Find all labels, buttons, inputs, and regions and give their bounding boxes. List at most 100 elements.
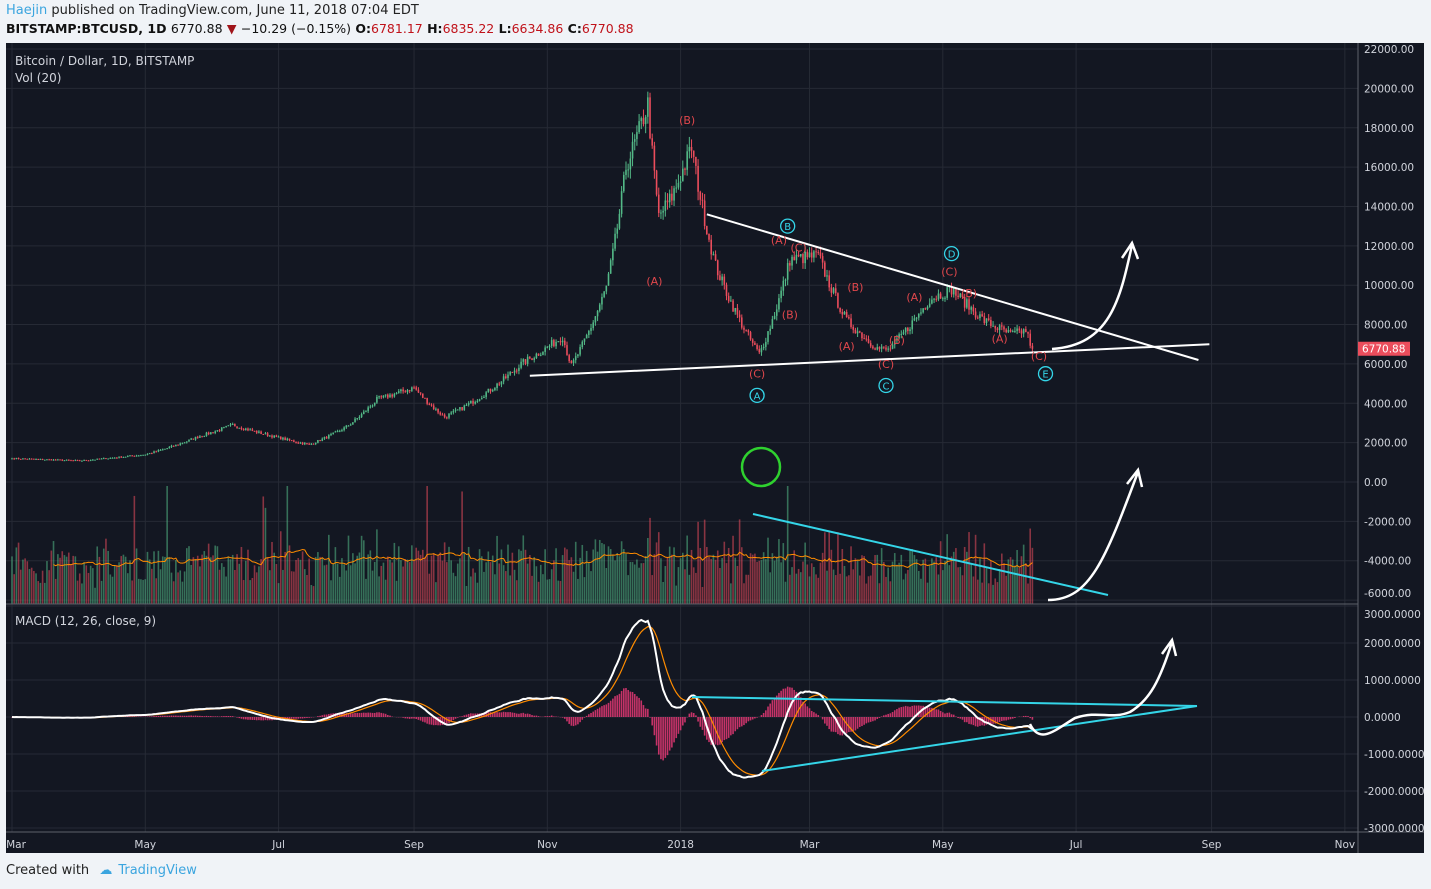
volume-bar <box>413 560 415 604</box>
candle-body <box>151 453 153 455</box>
candle-body <box>124 456 127 458</box>
candle-body <box>262 433 265 435</box>
candle-body <box>981 314 983 317</box>
volume-bar <box>164 556 166 604</box>
candle-body <box>496 383 498 389</box>
volume-bar <box>633 564 636 604</box>
macd-histogram-bar <box>306 717 308 718</box>
volume-bar <box>539 564 542 604</box>
candle-body <box>26 458 29 460</box>
candle-body <box>345 425 348 428</box>
macd-histogram-bar <box>415 717 418 720</box>
volume-bar <box>802 561 804 604</box>
volume-bar <box>341 558 343 604</box>
volume-bar <box>240 546 243 604</box>
volume-bar <box>535 566 538 604</box>
volume-bar <box>347 535 350 604</box>
volume-bar <box>780 562 782 604</box>
candle-body <box>786 263 789 280</box>
volume-bar <box>832 569 835 604</box>
macd-histogram-bar <box>566 717 568 722</box>
candle-body <box>946 287 948 298</box>
candle-body <box>911 320 914 330</box>
macd-histogram-bar <box>124 716 127 717</box>
volume-bar <box>559 581 562 604</box>
volume-bar <box>568 560 570 604</box>
macd-histogram-bar <box>865 717 868 724</box>
candle-body <box>367 407 369 412</box>
axes[interactable]: Mar May Jul Sep Nov 2018 Mar May Jul Sep Nov 22000.… <box>6 44 1424 851</box>
macd-histogram-bar <box>592 711 595 717</box>
macd-histogram-bar <box>723 717 726 741</box>
macd-histogram-bar <box>384 713 387 717</box>
candle-body <box>347 425 350 427</box>
macd-histogram-bar <box>378 712 380 717</box>
macd-histogram-bar <box>244 717 247 720</box>
candle-body <box>360 414 363 418</box>
volume-bar <box>50 550 53 604</box>
candle-body <box>142 454 144 456</box>
publish-info: Haejin published on TradingView.com, Jun… <box>6 3 419 18</box>
macd-histogram-bar <box>598 707 601 717</box>
candle-body <box>140 455 142 457</box>
volume-bar <box>494 574 496 604</box>
volume-bar <box>120 556 123 604</box>
macd-histogram-bar <box>1007 717 1010 720</box>
candle-body <box>454 409 457 411</box>
candle-body <box>1018 328 1021 331</box>
macd-histogram-bar <box>636 696 638 717</box>
macd-histogram-bar <box>223 716 225 717</box>
macd-histogram-bar <box>264 717 267 721</box>
macd-histogram-bar <box>338 713 341 717</box>
candle-body <box>939 293 942 299</box>
volume-bar <box>817 577 820 604</box>
volume-bar <box>885 576 887 604</box>
volume-bar <box>122 554 125 604</box>
candle-body <box>428 403 431 405</box>
macd-histogram-bar <box>408 717 411 719</box>
macd-histogram-bar <box>876 717 879 720</box>
candle-body <box>747 330 750 333</box>
volume-bar <box>594 539 597 604</box>
candle-body <box>756 344 758 350</box>
candle-body <box>644 116 647 125</box>
macd-histogram-bar <box>917 705 920 717</box>
candle-body <box>157 450 160 452</box>
candle-body <box>275 435 278 437</box>
volume-bar <box>421 549 424 604</box>
macd-trendline <box>691 696 1198 707</box>
macd-histogram-bar <box>437 717 439 726</box>
volume-bar <box>531 575 533 604</box>
volume-bar <box>441 560 444 604</box>
macd-histogram-bar <box>531 715 533 717</box>
candle-body <box>1031 345 1034 349</box>
wave-label: (B) <box>847 281 863 294</box>
volume-bar <box>592 549 595 604</box>
macd-histogram-bar <box>946 712 948 717</box>
candle-body <box>50 459 53 461</box>
volume-bar <box>642 563 645 604</box>
wave-label: (C) <box>878 358 894 371</box>
macd-histogram-bar <box>620 690 623 717</box>
macd-histogram-bar <box>850 717 852 732</box>
candle-body <box>120 456 123 458</box>
volume-bar <box>998 569 1001 604</box>
candle-body <box>623 174 625 192</box>
macd-histogram-bar <box>406 717 409 719</box>
macd-histogram-bar <box>426 717 428 724</box>
candle-body <box>489 388 492 392</box>
tradingview-link[interactable]: TradingView <box>118 863 197 878</box>
candle-body <box>1007 330 1010 333</box>
macd-histogram-bar <box>810 710 813 717</box>
volume-bar <box>837 532 839 604</box>
candle-body <box>699 191 702 200</box>
candle-body <box>955 288 957 296</box>
volume-bar <box>933 561 935 604</box>
candle-body <box>43 459 46 461</box>
author-link[interactable]: Haejin <box>6 3 48 18</box>
macd-histogram-bar <box>170 715 173 717</box>
volume-bar <box>522 535 525 604</box>
volume-bar <box>957 567 959 604</box>
candle-body <box>1022 329 1025 334</box>
